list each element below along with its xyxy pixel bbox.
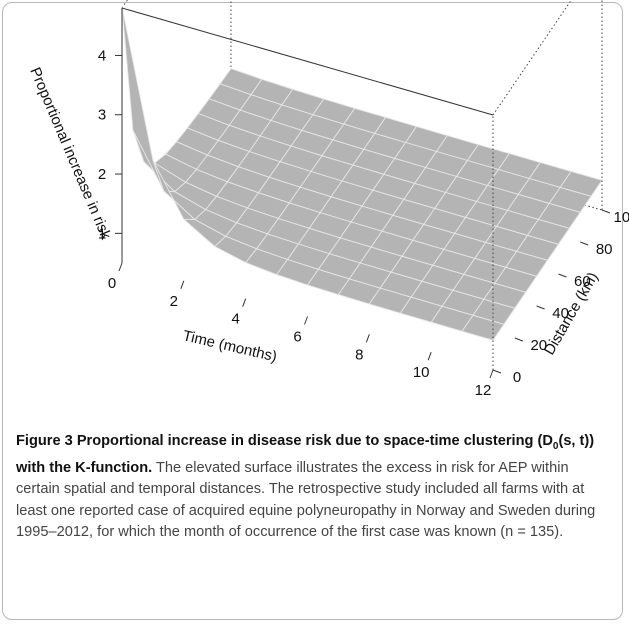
z-axis-label: Proportional increase in risk [26,65,114,242]
figure-caption: Figure 3 Proportional increase in diseas… [16,431,612,544]
y-axis-label: Distance (km) [541,269,602,358]
x-tick-mark [305,317,308,325]
y-tick-mark [515,338,523,341]
y-tick-label: 0 [513,369,521,386]
y-tick-mark [537,306,545,309]
surface-plot: 1234024681012020406080100 Proportional i… [0,0,629,430]
x-tick-mark [181,281,184,289]
y-tick-mark [558,274,566,277]
x-tick-mark [243,299,246,307]
y-tick-label: 100 [613,209,629,226]
x-tick-label: 4 [231,311,239,328]
x-tick-label: 10 [413,364,430,381]
x-tick-mark [428,352,431,360]
x-tick-label: 8 [355,346,363,363]
x-tick-label: 12 [475,382,492,399]
x-axis-label: Time (months) [181,327,278,365]
x-tick-mark [490,370,493,378]
z-tick-label: 4 [98,47,106,64]
z-tick-label: 3 [98,107,106,124]
y-tick-mark [493,370,501,373]
x-tick-mark [119,263,122,271]
x-tick-label: 0 [108,275,116,292]
box-edge-front-2 [493,0,602,115]
z-tick-label: 2 [98,166,106,183]
caption-title-text: Figure 3 Proportional increase in diseas… [16,433,553,449]
x-tick-mark [366,334,369,342]
y-tick-mark [580,242,588,245]
y-tick-label: 80 [596,241,613,258]
box-edge-back-1 [122,0,231,8]
y-tick-mark [602,210,610,213]
x-tick-label: 2 [170,293,178,310]
surface [122,7,602,340]
x-tick-label: 6 [293,329,301,346]
